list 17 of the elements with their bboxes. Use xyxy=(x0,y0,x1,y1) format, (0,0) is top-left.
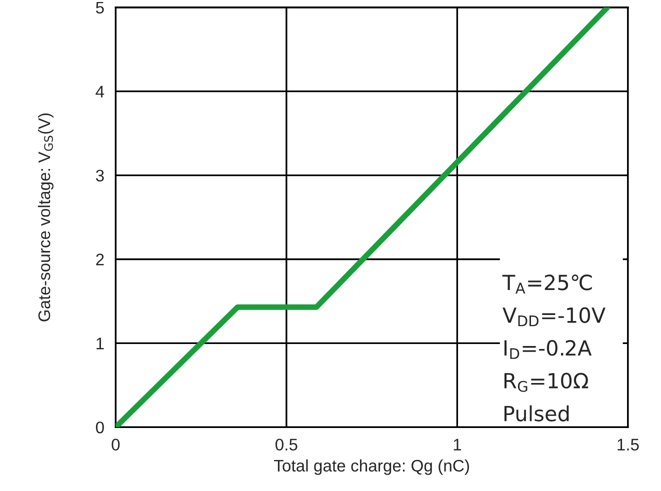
x-tick-label: 1 xyxy=(454,438,462,450)
x-tick-label: 1.5 xyxy=(618,438,639,451)
annotation: R$_{G}$=10Ω xyxy=(504,372,588,392)
y-tick-label: 0 xyxy=(96,422,104,434)
annotation: T$_{A}$=25℃ xyxy=(502,274,592,294)
annotation: V$_{DD}$=-10V xyxy=(502,307,606,326)
y-axis-title: Gate-source voltage: V$_{GS}$(V) xyxy=(38,113,54,322)
annotation: Pulsed xyxy=(504,405,569,422)
y-tick-label: 2 xyxy=(96,254,104,266)
y-tick-label: 3 xyxy=(96,170,104,182)
y-tick-label: 4 xyxy=(96,86,104,98)
y-tick-label: 5 xyxy=(96,2,104,14)
x-tick-label: 0.5 xyxy=(276,438,298,451)
y-tick-label: 1 xyxy=(96,338,104,350)
x-axis-title: Total gate charge: Qg (nC) xyxy=(274,459,469,475)
annotation: I$_{D}$=-0.2A xyxy=(504,340,592,359)
x-tick-label: 0 xyxy=(112,438,120,451)
